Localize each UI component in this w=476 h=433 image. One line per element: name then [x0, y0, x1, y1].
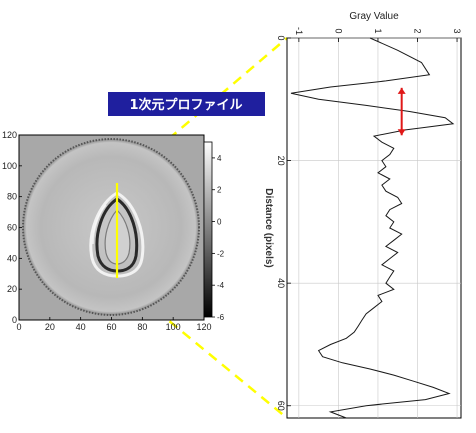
- colorbar-tick-label: 0: [217, 218, 222, 227]
- profile-series-line: [290, 37, 455, 419]
- image-y-tick-label: 120: [2, 130, 17, 140]
- image-x-tick-label: 0: [16, 322, 21, 332]
- image-y-tick-label: 100: [2, 161, 17, 171]
- profile-plot: -1 0 1 2 3 0 20 40 60 Gray Value Distance (pixe…: [263, 11, 462, 419]
- plot-distance-ticks: 0 20 40 60: [276, 35, 291, 411]
- distance-tick-label: 40: [276, 278, 286, 288]
- colorbar: 4 2 0 -2 -4 -6: [203, 141, 225, 322]
- distance-tick-label: 0: [276, 35, 286, 40]
- gray-value-tick-label: 1: [373, 28, 383, 33]
- image-y-tick-label: 20: [7, 284, 17, 294]
- image-x-tick-label: 100: [166, 322, 181, 332]
- distance-tick-label: 20: [276, 156, 286, 166]
- difference-arrow: [397, 87, 406, 136]
- banner: 1次元プロファイル: [108, 92, 265, 116]
- colorbar-gradient: [203, 141, 213, 318]
- colorbar-tick-label: -2: [217, 249, 225, 258]
- gray-value-axis-label: Gray Value: [349, 11, 399, 22]
- banner-label: 1次元プロファイル: [129, 97, 242, 113]
- gray-value-tick-label: 0: [333, 28, 343, 33]
- colorbar-ticks: 4 2 0 -2 -4 -6: [212, 154, 225, 322]
- image-x-tick-label: 120: [196, 322, 211, 332]
- image-x-ticks: 0 20 40 60 80 100 120: [16, 317, 212, 332]
- image-y-ticks: 0 20 40 60 80 100 120: [2, 130, 22, 325]
- plot-gridlines: [287, 37, 461, 418]
- image-y-tick-label: 40: [7, 253, 17, 263]
- colorbar-tick-label: 4: [217, 154, 222, 163]
- image-y-tick-label: 80: [7, 192, 17, 202]
- colorbar-tick-label: 2: [217, 186, 222, 195]
- image-x-tick-label: 40: [76, 322, 86, 332]
- disc-edge: [22, 138, 200, 316]
- colorbar-tick-label: -6: [217, 313, 225, 322]
- image-y-tick-label: 60: [7, 223, 17, 233]
- image-x-tick-label: 80: [137, 322, 147, 332]
- plot-frame: [286, 37, 462, 419]
- object-edge-artifact: [92, 204, 107, 245]
- image-y-tick-label: 0: [12, 315, 17, 325]
- banner-box: [108, 92, 265, 116]
- gray-value-tick-label: -1: [294, 27, 304, 35]
- arrow-head-top: [397, 87, 406, 94]
- distance-axis-label: Distance (pixels): [263, 188, 274, 267]
- distance-tick-label: 60: [276, 401, 286, 411]
- gray-value-tick-label: 3: [452, 28, 462, 33]
- image-x-tick-label: 20: [45, 322, 55, 332]
- colorbar-tick-label: -4: [217, 281, 225, 290]
- arrow-head-bottom: [397, 129, 406, 136]
- gray-value-tick-label: 2: [413, 28, 423, 33]
- image-panel: 0 20 40 60 80 100 120 0 20 40 60 80 100 120: [2, 130, 212, 332]
- image-x-tick-label: 60: [106, 322, 116, 332]
